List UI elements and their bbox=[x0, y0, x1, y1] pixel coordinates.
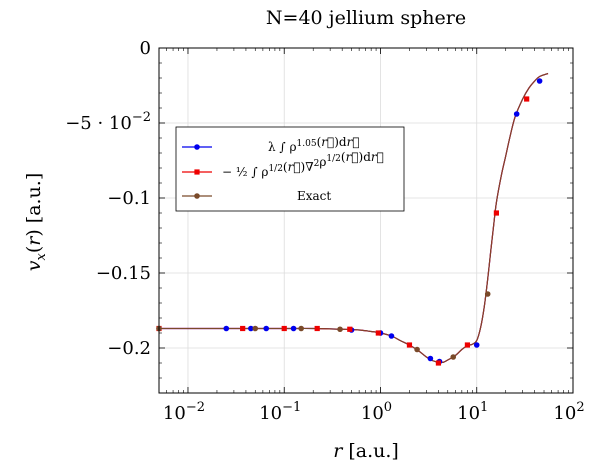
chart-title: N=40 jellium sphere bbox=[266, 7, 466, 29]
series-2-point-2 bbox=[298, 325, 304, 332]
x-tick-label-1: 10−1 bbox=[259, 400, 301, 424]
series-1-point-8 bbox=[464, 342, 471, 348]
grid-lines bbox=[159, 47, 574, 393]
series-1-point-6 bbox=[406, 342, 413, 348]
series-2-point-6 bbox=[484, 291, 491, 297]
x-tick-label-0: 10−2 bbox=[163, 400, 205, 424]
y-tick-label-1: −5 · 10−2 bbox=[65, 110, 151, 134]
series-1-point-7 bbox=[435, 360, 442, 366]
series-line-kinetic bbox=[159, 72, 549, 364]
series-2-point-4 bbox=[414, 346, 420, 353]
series-0-point-1 bbox=[248, 325, 254, 332]
series-0-point-11 bbox=[536, 78, 543, 84]
series-1-point-4 bbox=[347, 326, 353, 332]
plot-frame bbox=[158, 47, 574, 394]
series-0-point-10 bbox=[513, 111, 520, 117]
y-tick-label-2: −0.1 bbox=[107, 188, 151, 209]
y-tick-label-4: −0.2 bbox=[107, 338, 151, 359]
series-0-point-9 bbox=[473, 342, 480, 348]
series-0-point-7 bbox=[427, 355, 434, 362]
legend-label-2: Exact bbox=[297, 189, 331, 203]
legend-label-0: λ ∫ ρ1.05(r⃗)dr⃗ bbox=[268, 135, 360, 154]
x-tick-label-2: 100 bbox=[361, 400, 392, 424]
legend-swatch-marker-2 bbox=[194, 193, 200, 199]
series-0-point-6 bbox=[388, 333, 395, 339]
series-2-point-3 bbox=[337, 326, 343, 333]
series-1-point-2 bbox=[281, 325, 287, 332]
x-tick-label-3: 101 bbox=[457, 400, 488, 424]
series-0-point-3 bbox=[290, 325, 297, 332]
y-tick-label-3: −0.15 bbox=[96, 263, 151, 284]
legend-label-1: − ½ ∫ ρ1/2(r⃗)∇2ρ1/2(r⃗)dr⃗ bbox=[222, 150, 384, 179]
legend: λ ∫ ρ1.05(r⃗)dr⃗− ½ ∫ ρ1/2(r⃗)∇2ρ1/2(r⃗)… bbox=[175, 126, 405, 212]
tick-labels: 10−2 10−1 100 101 102 0 −5 · 10−2 −0.1 −0.15 −0.2 bbox=[65, 38, 584, 424]
series-1-point-10 bbox=[524, 96, 530, 102]
series-line-exact bbox=[159, 73, 549, 363]
series-2-point-5 bbox=[450, 354, 457, 360]
y-axis-label: vx(r) [a.u.] bbox=[23, 173, 49, 272]
series-markers bbox=[156, 78, 543, 366]
y-tick-label-0: 0 bbox=[140, 38, 151, 59]
series-1-point-5 bbox=[375, 330, 381, 336]
legend-swatch-marker-1 bbox=[194, 169, 200, 175]
series-2-point-1 bbox=[252, 325, 259, 332]
series-0-point-0 bbox=[223, 325, 230, 332]
x-tick-label-4: 102 bbox=[553, 400, 584, 424]
series-1-point-1 bbox=[240, 325, 246, 332]
x-axis-label: r [a.u.] bbox=[333, 440, 399, 462]
curve-layer bbox=[159, 72, 549, 364]
series-1-point-3 bbox=[314, 325, 320, 332]
series-0-point-2 bbox=[263, 325, 270, 332]
series-line-lambda bbox=[159, 72, 549, 364]
series-1-point-9 bbox=[493, 210, 499, 216]
legend-swatch-marker-0 bbox=[194, 144, 200, 150]
legend-box bbox=[175, 126, 405, 212]
axis-ticks bbox=[158, 47, 574, 394]
